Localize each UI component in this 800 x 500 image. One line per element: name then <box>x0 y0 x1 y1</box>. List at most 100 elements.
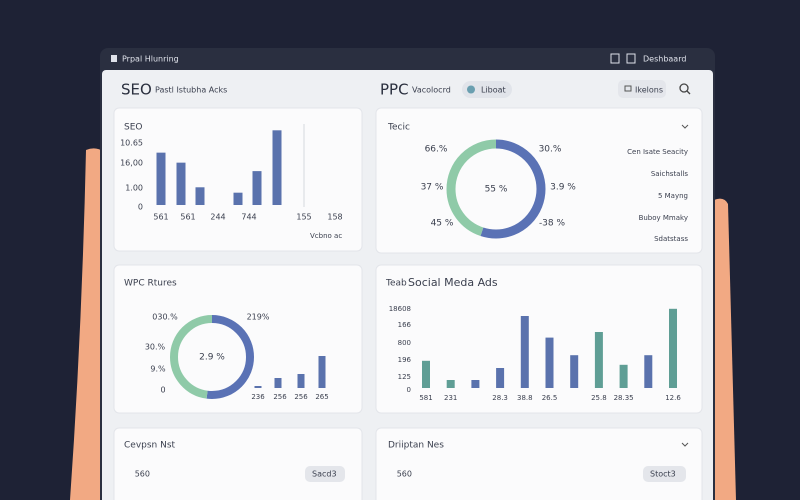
legend-entry: 5 Mayng <box>658 192 688 200</box>
x-tick-label: 561 <box>153 213 168 222</box>
x-tick-label: 236 <box>251 393 265 401</box>
search-icon[interactable] <box>679 83 689 93</box>
panel-title: Tecic <box>387 123 410 133</box>
donut-segment <box>170 315 254 399</box>
donut-label: 030.% <box>152 313 178 322</box>
bar <box>446 380 455 388</box>
header-seo[interactable]: SEO <box>121 81 152 99</box>
panel-title: WPC Rtures <box>124 279 177 289</box>
panel-title: Driiptan Nes <box>388 441 444 451</box>
y-tick-label: 18608 <box>389 305 411 313</box>
x-tick-label: 38.8 <box>517 394 533 402</box>
donut-label: 219% <box>247 313 270 322</box>
toggle-knob <box>467 85 475 94</box>
chevron[interactable] <box>681 124 689 129</box>
y-tick-label: 1.00 <box>125 184 143 193</box>
x-tick-label: 581 <box>419 394 432 402</box>
bar <box>619 364 628 388</box>
panel-title: Social Meda Ads <box>408 276 498 289</box>
donut-label: 30.% <box>539 145 562 155</box>
panel <box>375 427 703 500</box>
bar <box>496 368 505 388</box>
y-tick-label: 166 <box>398 321 412 329</box>
right-hand <box>712 198 736 500</box>
x-tick-label: 256 <box>273 393 287 401</box>
panel-label: Teab <box>385 279 407 289</box>
legend-entry: Buboy Mmaky <box>639 214 688 222</box>
bar <box>644 355 653 388</box>
app-icon <box>111 55 117 62</box>
legend-entry: Saichstalls <box>651 170 689 178</box>
bar <box>274 378 282 388</box>
x-tick-label: 744 <box>241 213 256 222</box>
x-tick-label: 12.6 <box>665 394 681 402</box>
bar <box>318 356 326 388</box>
donut-label: -38 % <box>539 219 566 229</box>
chevron[interactable] <box>681 442 689 447</box>
left-hand <box>70 148 106 500</box>
header-ppc[interactable]: PPC <box>380 81 409 99</box>
x-tick-label: 28.3 <box>492 394 508 402</box>
bar <box>520 316 529 388</box>
bar <box>594 332 603 388</box>
topbar-title: Prpal Hlunring <box>122 55 179 64</box>
donut-segment <box>446 139 546 239</box>
x-tick-label: 561 <box>180 213 195 222</box>
y-tick-label: 560 <box>135 470 150 479</box>
panel <box>113 427 363 500</box>
x-tick-label: 256 <box>294 393 308 401</box>
dropdown[interactable] <box>643 466 686 482</box>
topbar-icon[interactable] <box>610 53 620 64</box>
button-icon <box>624 85 632 92</box>
topbar-icon[interactable] <box>626 53 636 64</box>
y-tick-label: 0 <box>407 386 411 394</box>
bar <box>570 355 579 388</box>
donut-label: 37 % <box>421 183 444 193</box>
toggle[interactable] <box>462 81 512 98</box>
x-tick-label: 265 <box>315 393 328 401</box>
donut-label: 45 % <box>431 219 454 229</box>
button[interactable] <box>618 80 666 98</box>
donut-center: 2.9 % <box>199 353 225 363</box>
x-tick-label: 26.5 <box>542 394 558 402</box>
bar <box>156 152 166 205</box>
bar <box>254 386 262 388</box>
dropdown-label: Stoct3 <box>650 470 676 479</box>
donut-label: 0 <box>160 386 165 395</box>
legend-entry: Sdatstass <box>654 235 688 243</box>
bar <box>252 171 262 205</box>
donut-label: 30.% <box>145 343 166 352</box>
bar <box>233 192 243 205</box>
bar <box>272 130 282 205</box>
header-seo-sub: Pastl Istubha Acks <box>155 86 227 95</box>
donut-label: 9.% <box>150 365 166 374</box>
bar <box>176 162 186 205</box>
bar <box>471 380 480 388</box>
x-tick-label: 244 <box>210 213 225 222</box>
bar <box>545 337 554 388</box>
y-tick-label: 16,00 <box>120 159 143 168</box>
donut-label: 66.% <box>425 145 448 155</box>
y-tick-label: 800 <box>398 339 411 347</box>
panel <box>113 107 363 252</box>
y-tick-label: 196 <box>398 356 412 364</box>
header-ppc-sub: Vacolocrd <box>412 86 451 95</box>
dropdown[interactable] <box>305 466 345 482</box>
donut-center: 55 % <box>485 185 508 195</box>
bar <box>669 308 677 388</box>
toggle-label: Liboat <box>481 86 506 95</box>
bar <box>297 374 305 388</box>
x-tick-label: 25.8 <box>591 394 607 402</box>
bar <box>195 187 205 205</box>
x-tick-label: 28.35 <box>614 394 634 402</box>
button-label: Ikelons <box>635 86 663 95</box>
y-tick-label: 0 <box>138 203 143 212</box>
topbar-right[interactable]: Deshbaard <box>643 55 686 64</box>
panel-footer[interactable]: Vcbno ac <box>310 232 342 240</box>
y-tick-label: 560 <box>397 470 412 479</box>
search-icon <box>686 90 691 95</box>
dropdown-label: Sacd3 <box>312 470 337 479</box>
x-tick-label: 155 <box>296 213 311 222</box>
y-tick-label: 10.65 <box>120 139 143 148</box>
